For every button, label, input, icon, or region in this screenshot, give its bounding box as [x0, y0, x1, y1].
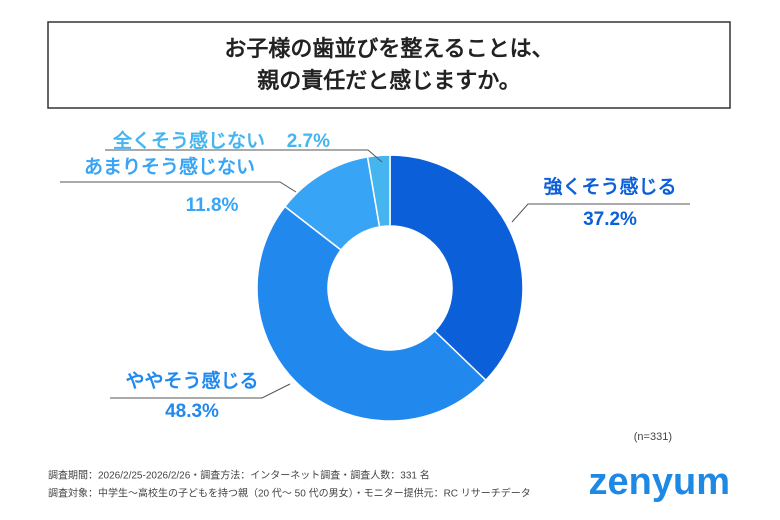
- value-label: 11.8%: [186, 195, 239, 216]
- footnote: 調査期間：2026/2/25-2026/2/26・調査方法：インターネット調査・…: [48, 469, 430, 482]
- donut-slice: [256, 205, 487, 422]
- value-label: 37.2%: [583, 209, 637, 230]
- category-label: 全くそう感じない: [112, 129, 265, 152]
- footnote: 調査対象：中学生〜高校生の子どもを持つ親（20 代〜 50 代の男女）・モニター…: [48, 487, 531, 500]
- brand-logo: zenyum: [589, 461, 730, 503]
- value-label: 2.7%: [287, 131, 330, 152]
- leader-line: [110, 383, 291, 399]
- chart-title: 親の責任だと感じますか。: [257, 68, 521, 93]
- leader-line: [105, 149, 383, 163]
- leader-line: [511, 203, 690, 223]
- leader-line: [60, 181, 297, 193]
- chart-title: お子様の歯並びを整えることは、: [224, 36, 553, 61]
- category-label: あまりそう感じない: [84, 155, 255, 178]
- category-label: ややそう感じる: [125, 369, 258, 392]
- category-label: 強くそう感じる: [543, 175, 676, 198]
- donut-slice: [389, 154, 524, 382]
- title-box: [47, 21, 731, 109]
- sample-note: (n=331): [634, 431, 672, 443]
- value-label: 48.3%: [165, 401, 219, 422]
